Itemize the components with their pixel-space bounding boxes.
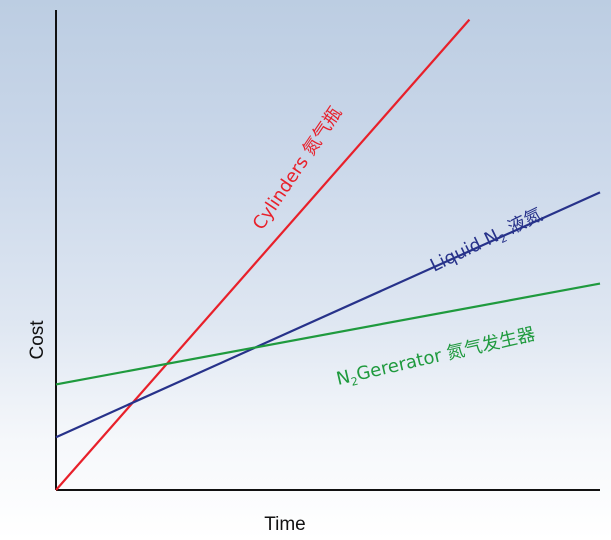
x-axis-title: Time: [264, 514, 306, 535]
series-label-liquid: Liquid N2 液氮: [427, 204, 547, 278]
series-line-liquid: [55, 191, 601, 439]
series-label-generator: N2Gererator 氮气发生器: [334, 324, 537, 392]
series-label-part: 液氮: [499, 204, 546, 241]
series-label-part: N: [334, 366, 352, 389]
series-labels: Cylinders 氮气瓶 Liquid N2 液氮 N2Gererator 氮…: [249, 103, 547, 392]
series-line-generator: [55, 282, 601, 386]
series-label-part: 2: [350, 375, 360, 389]
series-label-part: Gererator 氮气发生器: [354, 324, 537, 386]
series-line-cylinders: [55, 18, 471, 491]
series-label-part: 2: [497, 231, 509, 246]
y-axis-title: Cost: [27, 320, 48, 360]
series-lines: [55, 18, 601, 491]
series-label-part: Liquid N: [427, 225, 502, 276]
axes: [55, 10, 600, 491]
